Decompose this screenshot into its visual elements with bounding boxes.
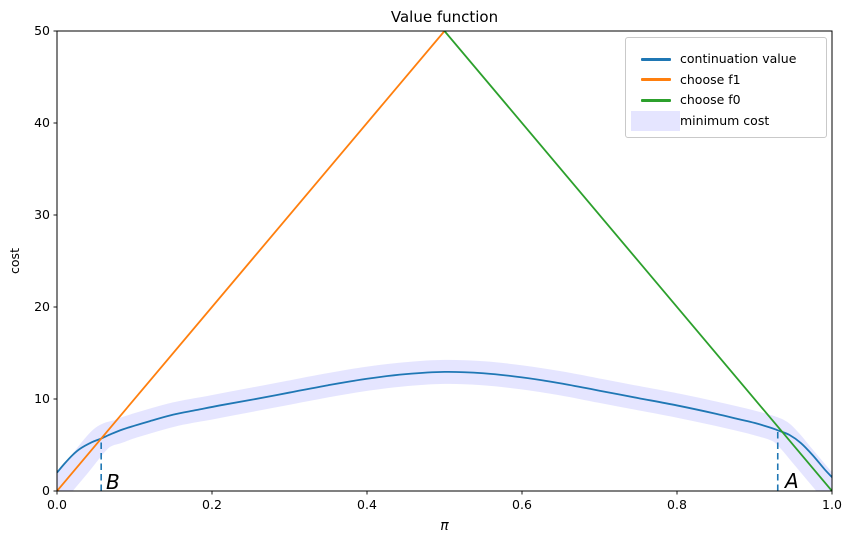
x-tick-label-1.0: 1.0 bbox=[822, 497, 842, 512]
y-tick-label-10: 10 bbox=[34, 391, 50, 406]
threshold-label-A: A bbox=[785, 469, 799, 493]
legend-label: continuation value bbox=[680, 51, 797, 66]
continuation-value-line-swatch bbox=[641, 57, 671, 61]
plot-border bbox=[56, 30, 833, 492]
y-axis-label: cost bbox=[7, 248, 22, 274]
x-tick-label-0.8: 0.8 bbox=[667, 497, 687, 512]
x-tick-label-0.2: 0.2 bbox=[202, 497, 222, 512]
y-tick-label-40: 40 bbox=[34, 115, 50, 130]
legend-label: choose f1 bbox=[680, 71, 741, 87]
chart-title: Value function bbox=[390, 8, 499, 26]
y-tick-label-20: 20 bbox=[34, 299, 50, 314]
legend-item-minimum-cost: minimum cost bbox=[626, 110, 826, 132]
legend-label: choose f0 bbox=[680, 92, 741, 107]
threshold-label-B: B bbox=[106, 470, 120, 494]
legend-label: minimum cost bbox=[680, 112, 770, 128]
y-tick-label-0: 0 bbox=[42, 483, 50, 498]
legend: continuation value choose f1 choose f0 m… bbox=[625, 37, 827, 138]
minimum-cost-band bbox=[57, 359, 832, 491]
choose-f1-line bbox=[57, 31, 446, 491]
x-tick-label-0.4: 0.4 bbox=[357, 497, 377, 512]
y-tick-label-30: 30 bbox=[34, 207, 50, 222]
y-tick-label-50: 50 bbox=[34, 23, 50, 38]
legend-item-choose-f0: choose f0 bbox=[626, 90, 826, 111]
x-tick-label-0.6: 0.6 bbox=[512, 497, 532, 512]
x-axis-label: π bbox=[440, 518, 449, 534]
continuation-value-line bbox=[57, 370, 832, 478]
choose-f0-line-swatch bbox=[641, 98, 671, 102]
legend-item-continuation-value: continuation value bbox=[626, 49, 826, 70]
minimum-cost-patch-swatch bbox=[631, 110, 680, 131]
choose-f1-line-swatch bbox=[641, 78, 671, 82]
x-tick-label-0.0: 0.0 bbox=[47, 497, 67, 512]
legend-item-choose-f1: choose f1 bbox=[626, 70, 826, 91]
choose-f0-line bbox=[443, 31, 832, 491]
